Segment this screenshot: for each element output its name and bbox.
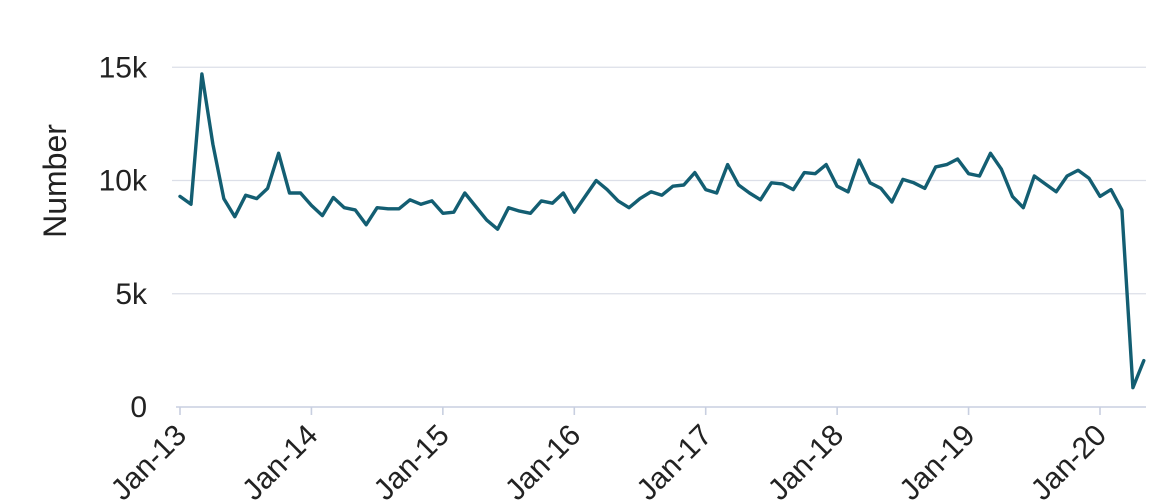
x-tick-label: Jan-17 bbox=[630, 419, 718, 500]
y-tick-label: 0 bbox=[130, 391, 147, 424]
x-tick-label: Jan-15 bbox=[368, 419, 456, 500]
x-tick-label: Jan-16 bbox=[499, 419, 587, 500]
y-axis-title: Number bbox=[37, 124, 73, 238]
x-tick-label: Jan-18 bbox=[762, 419, 850, 500]
x-tick-label: Jan-13 bbox=[105, 419, 193, 500]
y-tick-label: 5k bbox=[115, 278, 148, 311]
x-axis-ticks: Jan-13 Jan-14 Jan-15 Jan-16 Jan-17 Jan-18 Jan-… bbox=[105, 407, 1113, 500]
series-line bbox=[178, 72, 1146, 390]
y-axis-ticks: 0 5k 10k 15k bbox=[99, 51, 148, 424]
y-tick-label: 15k bbox=[99, 51, 148, 84]
x-tick-label: Jan-20 bbox=[1025, 419, 1113, 500]
x-tick-label: Jan-19 bbox=[893, 419, 981, 500]
gridlines bbox=[172, 66, 1146, 295]
x-tick-label: Jan-14 bbox=[236, 419, 324, 500]
y-tick-label: 10k bbox=[99, 165, 148, 198]
